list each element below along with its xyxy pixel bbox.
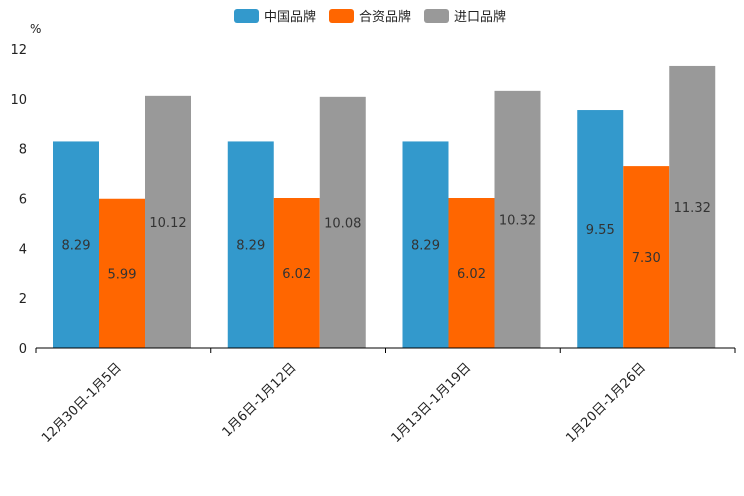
- y-tick-label: 4: [19, 242, 27, 257]
- bar: [227, 141, 274, 348]
- bar-value-label: 10.32: [499, 213, 536, 228]
- y-tick-label: 8: [19, 143, 27, 158]
- bar-value-label: 6.02: [282, 267, 311, 282]
- legend-swatch: [424, 9, 449, 23]
- x-tick-label: 1月20日-1月26日: [563, 360, 649, 446]
- legend-swatch: [329, 9, 354, 23]
- bar: [99, 198, 145, 348]
- legend-label: 中国品牌: [264, 9, 316, 25]
- x-tick-label: 1月13日-1月19日: [389, 360, 475, 446]
- legend-label: 合资品牌: [359, 9, 411, 25]
- bar: [402, 141, 449, 348]
- bar: [577, 110, 624, 348]
- bar: [145, 95, 191, 349]
- bar-value-label: 10.12: [149, 216, 186, 231]
- y-tick-label: 12: [10, 43, 27, 58]
- bar-value-label: 7.30: [632, 251, 661, 266]
- bar-value-label: 8.29: [411, 239, 440, 254]
- x-tick-label: 1月6日-1月12日: [220, 360, 300, 440]
- x-axis: 12月30日-1月5日 1月6日-1月12日 1月13日-1月19日 1月20日-1月…: [35, 347, 736, 446]
- bar: [623, 166, 670, 348]
- bar-value-label: 11.32: [674, 201, 711, 216]
- legend-label: 进口品牌: [454, 9, 506, 25]
- bars: 8.29 5.99 10.12 8.29 6.02 10.08 8.29 6.02 10.32 9…: [53, 65, 716, 349]
- bar: [669, 65, 716, 349]
- bar: [53, 141, 99, 348]
- bar-value-label: 9.55: [586, 223, 615, 238]
- y-axis: 0 2 4 6 8 10 12: [10, 43, 27, 357]
- bar-value-label: 6.02: [457, 267, 486, 282]
- x-tick-label: 12月30日-1月5日: [39, 360, 125, 446]
- bar: [448, 198, 495, 348]
- y-tick-label: 10: [10, 93, 27, 108]
- bar: [273, 198, 320, 348]
- bar: [319, 96, 366, 348]
- bar-value-label: 8.29: [236, 239, 265, 254]
- y-tick-label: 0: [19, 342, 27, 357]
- bar: [494, 90, 541, 349]
- y-axis-unit-label: %: [30, 22, 41, 36]
- legend-swatch: [234, 9, 259, 23]
- y-tick-label: 2: [19, 292, 27, 307]
- y-tick-label: 6: [19, 193, 27, 208]
- bar-value-label: 5.99: [108, 267, 137, 282]
- bar-value-label: 10.08: [324, 216, 361, 231]
- legend: 中国品牌 合资品牌 进口品牌: [234, 9, 506, 25]
- bar-value-label: 8.29: [62, 239, 91, 254]
